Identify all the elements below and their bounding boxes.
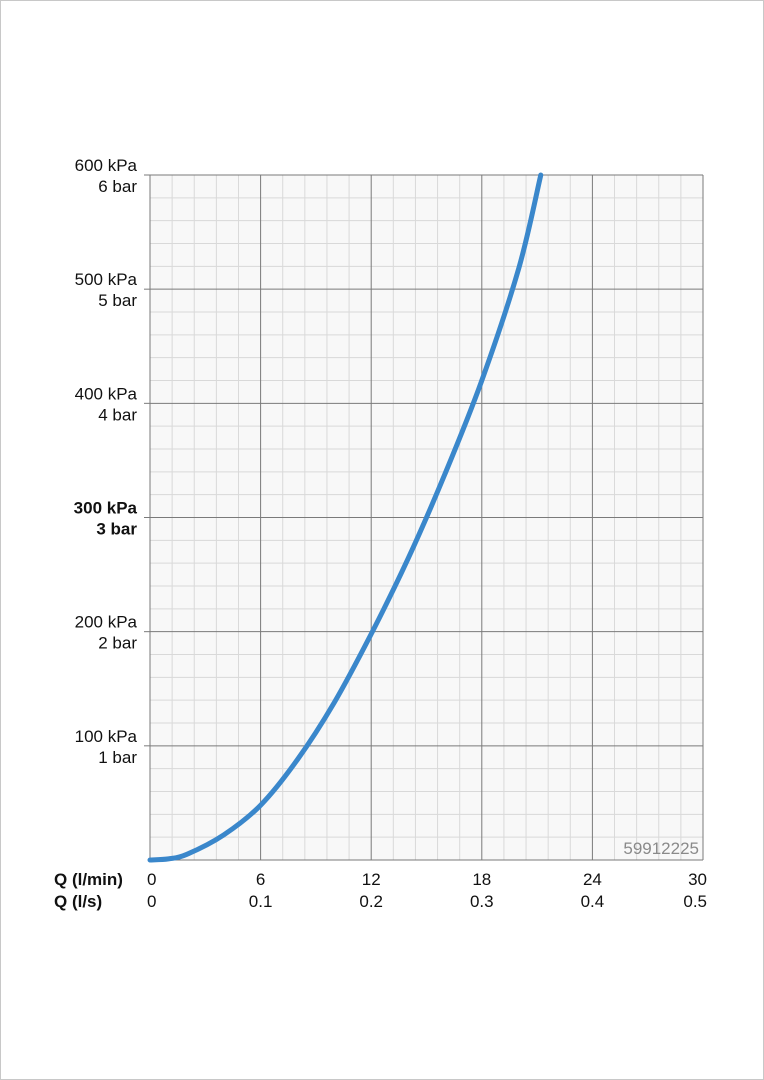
x-axis-name-ls: Q (l/s) <box>54 892 102 911</box>
y-tick-label-kpa: 500 kPa <box>75 270 138 289</box>
y-tick-label-bar: 2 bar <box>98 634 137 653</box>
x-tick-label-lmin: 24 <box>583 870 602 889</box>
x-axis-labels: 0 6 12 18 24 30 0 0.1 0.2 0.3 0.4 0.5 <box>147 870 707 911</box>
x-tick-label-ls: 0.4 <box>581 892 605 911</box>
y-tick-label-kpa: 600 kPa <box>75 156 138 175</box>
x-tick-label-ls: 0.1 <box>249 892 273 911</box>
y-tick-label-kpa: 300 kPa <box>74 499 138 518</box>
x-tick-label-lmin: 30 <box>688 870 707 889</box>
y-tick-label-kpa: 200 kPa <box>75 613 138 632</box>
major-grid <box>144 174 704 861</box>
y-tick-label-bar: 3 bar <box>96 520 137 539</box>
x-tick-label-lmin: 18 <box>472 870 491 889</box>
x-axis-name-lmin: Q (l/min) <box>54 870 123 889</box>
y-axis-labels: 100 kPa 1 bar 200 kPa 2 bar 300 kPa 3 bar 400 … <box>74 156 138 767</box>
y-tick-label-bar: 6 bar <box>98 177 137 196</box>
pressure-loss-curve <box>147 172 544 863</box>
x-tick-label-ls: 0.2 <box>359 892 383 911</box>
x-tick-label-ls: 0 <box>147 892 156 911</box>
y-tick-label-bar: 5 bar <box>98 291 137 310</box>
x-tick-label-lmin: 0 <box>147 870 156 889</box>
x-tick-label-ls: 0.3 <box>470 892 494 911</box>
y-tick-label-bar: 4 bar <box>98 405 137 424</box>
article-number: 59912225 <box>623 839 699 858</box>
x-tick-label-ls: 0.5 <box>683 892 707 911</box>
x-tick-label-lmin: 6 <box>256 870 265 889</box>
y-tick-label-kpa: 100 kPa <box>75 727 138 746</box>
x-tick-label-lmin: 12 <box>362 870 381 889</box>
y-tick-label-bar: 1 bar <box>98 748 137 767</box>
y-tick-label-kpa: 400 kPa <box>75 384 138 403</box>
